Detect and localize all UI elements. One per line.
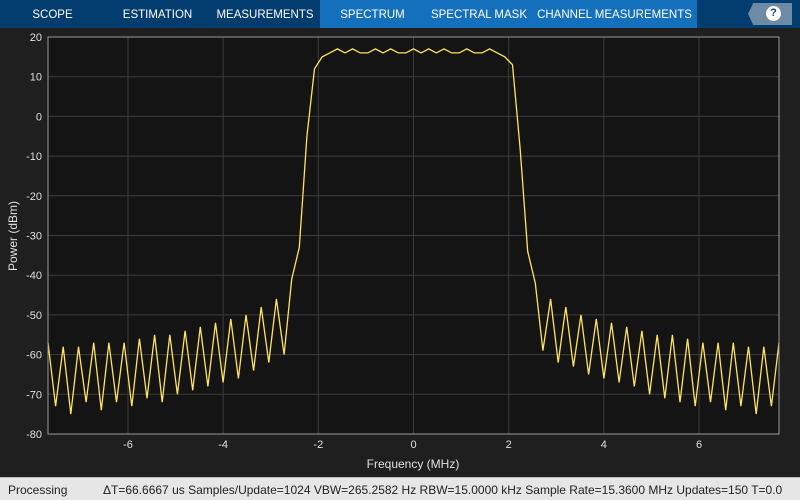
tab-channel-measurements[interactable]: CHANNEL MEASUREMENTS [537, 9, 692, 21]
x-tick-label: 6 [696, 439, 702, 451]
y-tick-label: -10 [26, 151, 42, 163]
spectrum-trace [47, 48, 780, 415]
y-tick-label: -80 [26, 429, 42, 441]
y-tick-label: -60 [26, 350, 42, 362]
status-bar: Processing ΔT=66.6667 us Samples/Update=… [0, 477, 800, 500]
help-button[interactable]: ? [748, 3, 792, 25]
y-tick-label: -40 [26, 270, 42, 282]
x-axis-label: Frequency (MHz) [367, 457, 460, 471]
plot-border [47, 36, 780, 435]
y-tick-label: -70 [26, 389, 42, 401]
status-info: ΔT=66.6667 us Samples/Update=1024 VBW=26… [103, 483, 783, 497]
tab-scope[interactable]: SCOPE [32, 9, 73, 21]
y-axis-label: Power (dBm) [6, 201, 20, 271]
help-icon: ? [766, 6, 781, 21]
active-tab-group [320, 0, 697, 28]
tab-spectrum[interactable]: SPECTRUM [340, 9, 405, 21]
y-tick-label: 10 [30, 72, 42, 84]
y-tick-label: 0 [36, 111, 42, 123]
y-tick-label: -50 [26, 310, 42, 322]
y-tick-label: -30 [26, 231, 42, 243]
status-state: Processing [8, 483, 68, 497]
toolstrip-tabs: SCOPE ESTIMATION MEASUREMENTS SPECTRUM S… [0, 0, 800, 28]
y-tick-label: -20 [26, 191, 42, 203]
x-tick-label: -4 [218, 439, 228, 451]
spectrum-chart: -6 -4 -2 0 2 4 6-80-70-60-50-40-30-20-1001020 … [6, 32, 780, 471]
y-tick-label: 20 [30, 32, 42, 44]
x-tick-label: -2 [313, 439, 323, 451]
tab-measurements[interactable]: MEASUREMENTS [216, 9, 314, 21]
x-tick-label: 4 [601, 439, 607, 451]
tab-estimation[interactable]: ESTIMATION [122, 9, 193, 21]
x-tick-label: -6 [123, 439, 133, 451]
tab-spectral-mask[interactable]: SPECTRAL MASK [430, 9, 528, 21]
x-tick-label: 2 [506, 439, 512, 451]
x-tick-label: 0 [410, 439, 416, 451]
